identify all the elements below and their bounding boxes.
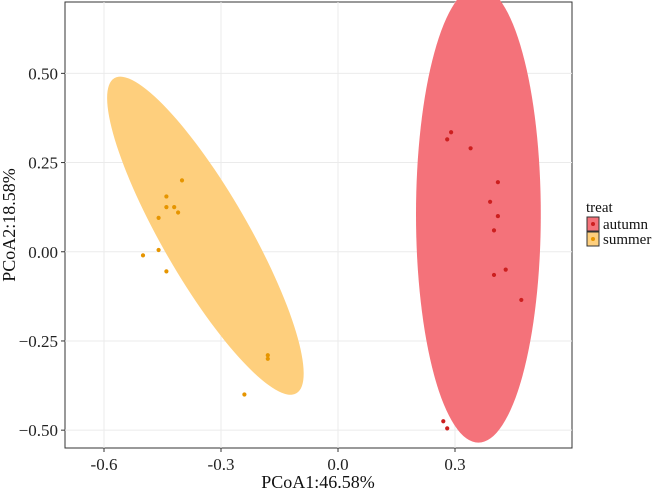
y-tick-label-3: −0.25 [19,332,58,351]
x-axis-label: PCoA1:46.58% [261,472,375,492]
point-summer-4 [176,210,181,215]
point-summer-9 [265,353,270,358]
point-autumn-0 [449,130,454,135]
x-tick-label-2: 0.0 [327,455,348,474]
y-axis-label: PCoA2:18.58% [0,168,19,282]
point-summer-3 [172,205,177,210]
x-tick-label-0: -0.6 [91,455,118,474]
data-points [140,130,524,431]
point-summer-5 [156,215,161,220]
point-summer-10 [265,356,270,361]
legend: treat autumn summer [586,200,651,248]
y-tick-label-0: 0.50 [28,64,58,83]
point-autumn-1 [445,137,450,142]
point-autumn-7 [491,272,497,278]
confidence-ellipses [107,0,541,443]
legend-dot-summer [591,237,595,241]
x-tick-label-3: 0.3 [444,455,465,474]
point-autumn-11 [445,426,450,431]
legend-label-autumn: autumn [603,217,648,233]
axes: -0.6 -0.3 0.0 0.3 0.50 0.25 0.00 −0.25 −0.50 [19,64,466,474]
point-autumn-8 [503,267,508,272]
ellipse-autumn [416,0,541,443]
legend-title: treat [586,200,613,216]
legend-dot-autumn [591,222,595,226]
point-summer-2 [164,205,169,210]
point-autumn-3 [495,180,500,185]
y-tick-label-4: −0.50 [19,421,58,440]
point-summer-8 [164,269,169,274]
y-tick-label-1: 0.25 [28,154,58,173]
point-summer-6 [156,247,161,253]
point-autumn-2 [468,146,473,151]
point-autumn-5 [495,213,500,219]
point-summer-11 [242,392,247,397]
point-autumn-6 [491,228,497,233]
legend-item-autumn: autumn [586,216,648,233]
y-tick-label-2: 0.00 [28,243,58,262]
legend-label-summer: summer [603,232,651,248]
ellipse-summer [107,76,304,395]
point-autumn-9 [519,297,524,303]
legend-item-summer: summer [586,231,651,248]
point-autumn-10 [441,419,446,424]
point-summer-7 [140,253,146,258]
x-tick-label-1: -0.3 [208,455,235,474]
point-summer-0 [179,178,185,183]
point-autumn-4 [488,199,493,204]
point-summer-1 [164,194,169,199]
